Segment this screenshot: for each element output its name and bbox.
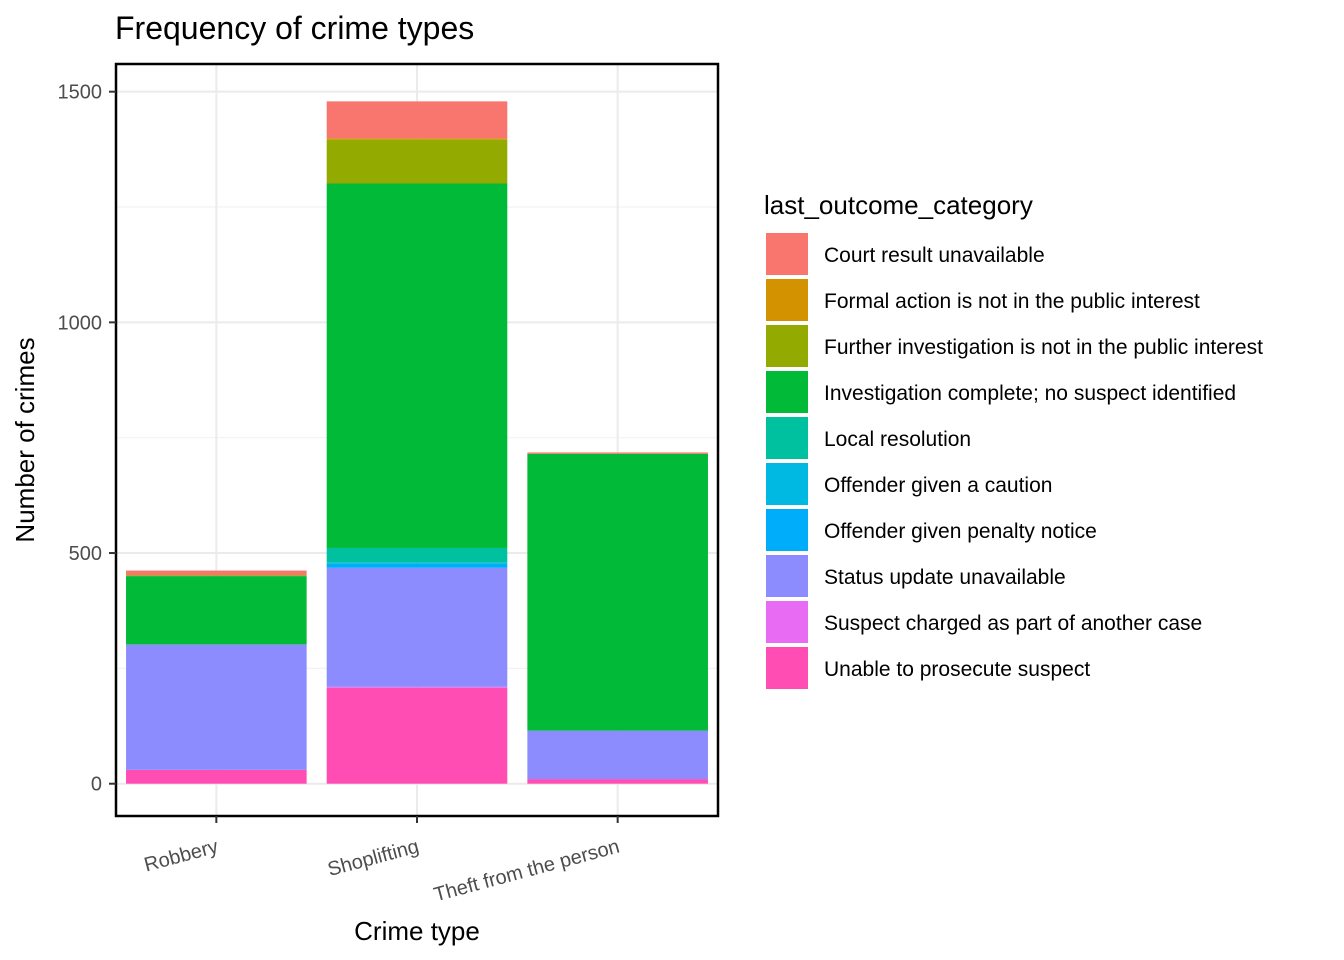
bar-segment [326, 547, 508, 563]
y-tick-label: 1000 [58, 312, 103, 334]
legend-key [766, 463, 808, 505]
y-tick-label: 1500 [58, 82, 103, 104]
legend-label: Unable to prosecute suspect [824, 658, 1090, 681]
x-axis-ticks: Robbery Shoplifting Theft from the person [142, 816, 622, 906]
y-tick-label: 500 [69, 543, 102, 565]
y-tick-label: 0 [91, 774, 102, 796]
legend-key [766, 555, 808, 597]
bar-segment [126, 570, 307, 576]
legend-label: Suspect charged as part of another case [824, 612, 1202, 635]
bar-segment [326, 687, 508, 784]
legend-label: Investigation complete; no suspect ident… [824, 382, 1236, 405]
legend-key [766, 371, 808, 413]
y-axis-ticks: 0 500 1000 1500 [58, 82, 116, 796]
legend-label: Formal action is not in the public inter… [824, 290, 1200, 313]
bar-segment [126, 576, 307, 645]
x-axis-title: Crime type [354, 916, 480, 946]
bar-segment [527, 779, 708, 784]
bar-segment [326, 562, 508, 564]
legend-key [766, 509, 808, 551]
legend: last_outcome_category Court result unava… [764, 190, 1263, 689]
legend-label: Offender given a caution [824, 474, 1052, 497]
legend-label: Status update unavailable [824, 566, 1066, 589]
legend-key [766, 233, 808, 275]
bar-segment [326, 567, 508, 687]
bar-segment [326, 686, 508, 688]
chart-title: Frequency of crime types [115, 10, 474, 46]
legend-label: Further investigation is not in the publ… [824, 336, 1263, 359]
bars [126, 101, 708, 784]
legend-key [766, 325, 808, 367]
x-tick-label: Robbery [142, 836, 221, 877]
bar-segment [527, 730, 708, 780]
bar-segment [326, 101, 508, 139]
legend-title: last_outcome_category [764, 190, 1033, 220]
bar-segment [326, 138, 508, 140]
legend-key [766, 601, 808, 643]
bar-segment [126, 644, 307, 770]
bar-segment [126, 769, 307, 784]
legend-label: Court result unavailable [824, 244, 1045, 267]
legend-label: Offender given penalty notice [824, 520, 1097, 543]
bar-segment [326, 139, 508, 184]
x-tick-label: Shoplifting [325, 836, 421, 881]
legend-key [766, 647, 808, 689]
legend-key [766, 417, 808, 459]
bar-segment [326, 563, 508, 568]
legend-label: Local resolution [824, 428, 971, 451]
y-axis-title: Number of crimes [10, 337, 40, 542]
legend-key [766, 279, 808, 321]
bar-segment [527, 453, 708, 731]
bar-segment [326, 183, 508, 548]
x-tick-label: Theft from the person [432, 836, 622, 907]
bar-segment [527, 452, 708, 454]
bar-segment [126, 575, 307, 577]
